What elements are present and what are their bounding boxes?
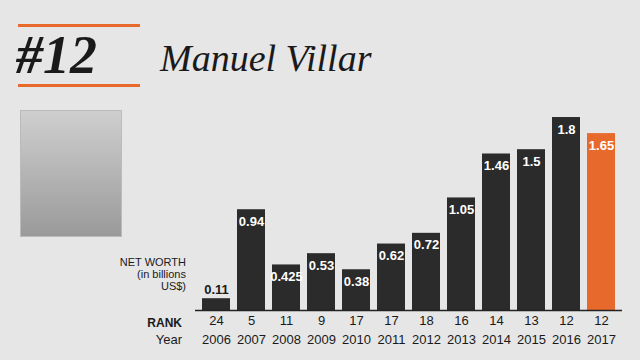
svg-text:11: 11 [280, 313, 294, 328]
svg-text:0.62: 0.62 [379, 248, 404, 263]
html-text:Manuel Villar: Manuel Villar [160, 37, 372, 79]
svg-text:2011: 2011 [378, 332, 406, 347]
html-text:Year: Year [155, 332, 182, 347]
svg-text:2015: 2015 [517, 332, 546, 347]
svg-text:13: 13 [524, 313, 538, 328]
svg-text:0.53: 0.53 [309, 258, 334, 273]
svg-text:12: 12 [594, 313, 608, 328]
svg-text:17: 17 [349, 313, 363, 328]
html-text:RANK: RANK [147, 316, 182, 330]
svg-text:2010: 2010 [342, 332, 371, 347]
svg-text:5: 5 [248, 313, 255, 328]
svg-text:0.72: 0.72 [414, 237, 439, 252]
svg-text:0.425: 0.425 [270, 269, 303, 284]
svg-text:17: 17 [384, 313, 398, 328]
html-text:#12: #12 [16, 25, 97, 85]
svg-text:18: 18 [419, 313, 433, 328]
svg-text:12: 12 [559, 313, 573, 328]
svg-text:2014: 2014 [482, 332, 511, 347]
svg-text:0.38: 0.38 [344, 274, 369, 289]
svg-text:1.46: 1.46 [484, 158, 509, 173]
svg-text:2008: 2008 [272, 332, 301, 347]
svg-text:2006: 2006 [202, 332, 231, 347]
svg-text:0.94: 0.94 [239, 214, 265, 229]
svg-text:9: 9 [318, 313, 325, 328]
html-text:NET WORTH (in billions US$): NET WORTH (in billions US$) [119, 256, 186, 292]
svg-text:2017: 2017 [587, 332, 616, 347]
svg-text:2009: 2009 [307, 332, 336, 347]
svg-text:2013: 2013 [447, 332, 476, 347]
svg-text:2016: 2016 [552, 332, 581, 347]
svg-text:1.05: 1.05 [449, 202, 474, 217]
svg-text:2012: 2012 [412, 332, 441, 347]
svg-text:16: 16 [454, 313, 468, 328]
svg-text:1.8: 1.8 [557, 122, 575, 137]
svg-text:24: 24 [209, 313, 223, 328]
svg-text:2007: 2007 [237, 332, 266, 347]
svg-text:1.5: 1.5 [522, 154, 540, 169]
svg-text:0.11: 0.11 [204, 282, 229, 297]
svg-text:14: 14 [489, 313, 503, 328]
svg-text:1.65: 1.65 [589, 138, 614, 153]
